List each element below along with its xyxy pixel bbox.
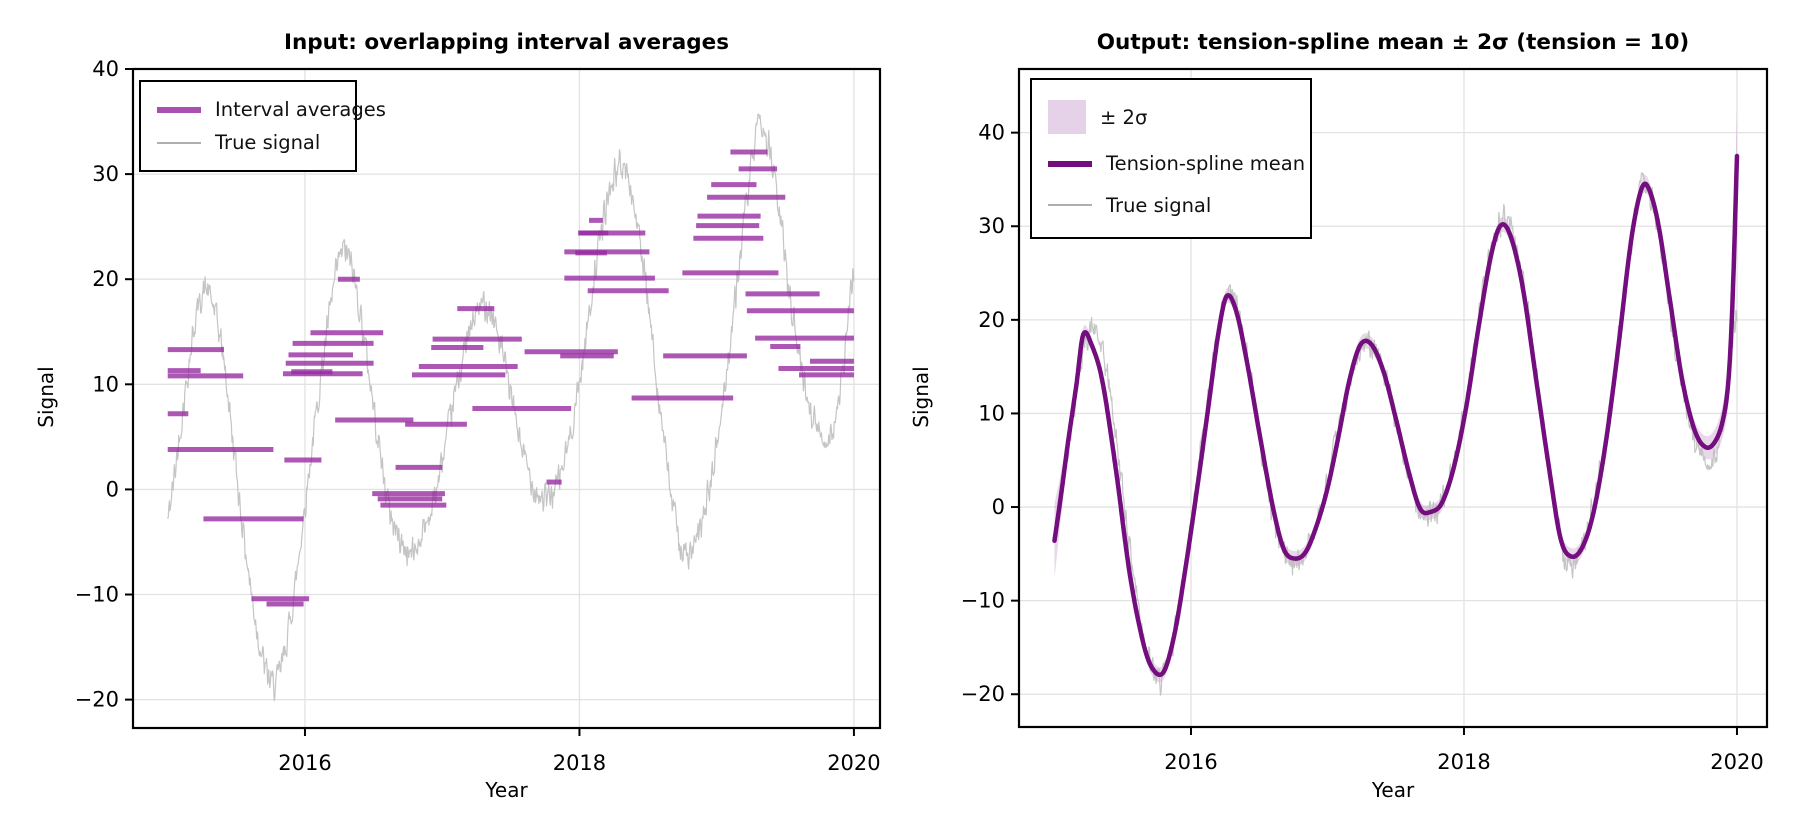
axes-spines xyxy=(1017,67,1769,729)
true-signal-swatch-icon xyxy=(157,141,201,144)
y-tick-label: 0 xyxy=(106,477,119,501)
y-tick-label: 20 xyxy=(978,308,1005,332)
y-tick-label: 30 xyxy=(978,214,1005,238)
true-signal-path xyxy=(1053,172,1738,696)
legend-item-band: ± 2σ xyxy=(1048,100,1294,135)
ticks: 2016 2018 2020 −20 −10 0 10 20 30 40 xyxy=(75,57,881,775)
right-legend: ± 2σ Tension-spline mean True signal xyxy=(1030,78,1312,239)
interval-averages-swatch-icon xyxy=(157,106,201,113)
y-tick-label: −20 xyxy=(961,682,1005,706)
y-tick-label: 10 xyxy=(92,372,119,396)
x-tick-label: 2016 xyxy=(1164,750,1217,774)
right-chart-title: Output: tension-spline mean ± 2σ (tensio… xyxy=(1096,30,1690,55)
left-yaxis-label: Signal xyxy=(34,366,58,428)
y-tick-label: −10 xyxy=(961,589,1005,613)
axes-spines xyxy=(131,67,882,730)
true-signal-path xyxy=(167,113,855,702)
right-chart: 2016 2018 2020 −20 −10 0 10 20 30 40 xyxy=(961,67,1769,774)
sigma-band-swatch-icon xyxy=(1048,100,1086,135)
legend-label: Tension-spline mean xyxy=(1106,152,1306,176)
left-xaxis-label: Year xyxy=(485,778,528,802)
left-legend: Interval averages True signal xyxy=(139,80,386,172)
right-yaxis-label: Signal xyxy=(909,366,933,428)
x-tick-label: 2020 xyxy=(1710,750,1763,774)
legend-item-true-signal: True signal xyxy=(1048,194,1294,217)
y-tick-label: 40 xyxy=(978,121,1005,145)
plot-area xyxy=(167,113,855,702)
y-tick-label: 10 xyxy=(978,401,1005,425)
legend-label: ± 2σ xyxy=(1100,105,1148,129)
y-tick-label: 30 xyxy=(92,162,119,186)
right-xaxis-label: Year xyxy=(1371,778,1415,802)
left-chart-title: Input: overlapping interval averages xyxy=(283,30,730,55)
y-tick-label: −10 xyxy=(75,583,119,607)
legend-label: True signal xyxy=(215,131,321,154)
x-tick-label: 2016 xyxy=(278,751,331,775)
x-tick-label: 2018 xyxy=(553,751,606,775)
y-tick-label: −20 xyxy=(75,688,119,712)
interval-averages xyxy=(167,149,854,607)
y-tick-label: 40 xyxy=(92,57,119,81)
x-tick-label: 2018 xyxy=(1437,750,1490,774)
legend-item-interval-averages: Interval averages xyxy=(157,98,386,121)
tension-spline-mean-path xyxy=(1052,153,1740,678)
legend-label: True signal xyxy=(1106,193,1212,217)
true-signal-swatch-icon xyxy=(1048,204,1092,207)
left-chart: 2016 2018 2020 −20 −10 0 10 20 30 40 xyxy=(75,57,882,775)
spline-mean-swatch-icon xyxy=(1048,160,1092,167)
legend-label: Interval averages xyxy=(215,98,386,121)
plot-area xyxy=(1052,109,1740,696)
legend-item-spline-mean: Tension-spline mean xyxy=(1048,152,1305,175)
y-tick-label: 20 xyxy=(92,267,119,291)
y-tick-label: 0 xyxy=(992,495,1005,519)
ticks: 2016 2018 2020 −20 −10 0 10 20 30 40 xyxy=(961,121,1764,774)
x-tick-label: 2020 xyxy=(827,751,880,775)
legend-item-true-signal: True signal xyxy=(157,131,339,154)
